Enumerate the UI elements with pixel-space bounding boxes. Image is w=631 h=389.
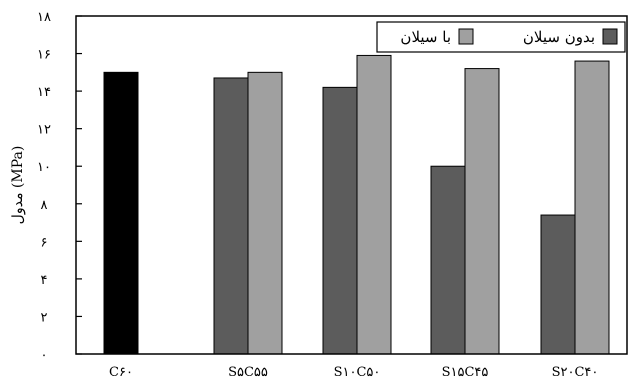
bar-reference-c60 (103, 71, 139, 355)
legend-label-2: با سیلان (400, 28, 451, 46)
y-tick-label: ۱۴ (37, 85, 51, 100)
legend-swatch-1 (602, 28, 618, 45)
x-tick-label: S۱۰C۵۰ (334, 365, 381, 380)
legend: بدون سیلان با سیلان (376, 21, 626, 53)
bar-series-1-cat-5 (540, 214, 576, 355)
bar-series-1-cat-3 (322, 86, 358, 355)
bar-series-1-cat-4 (430, 165, 466, 355)
axes-layer (75, 15, 628, 355)
legend-box (376, 21, 626, 53)
y-tick-label: ۶ (41, 235, 48, 250)
y-axis-title: مدول (MPa) (10, 146, 26, 225)
bar-series-2-cat-5 (574, 60, 610, 355)
y-tick-label: ۱۶ (37, 48, 51, 63)
bar-series-2-cat-2 (247, 71, 283, 355)
legend-swatch-2 (458, 28, 474, 45)
bars-layer (103, 54, 610, 355)
legend-label-1: بدون سیلان (523, 28, 595, 46)
plot-frame (75, 15, 628, 355)
ticks-layer: C۶۰ S۵C۵۵ S۱۰C۵۰ S۱۵C۴۵ S۲۰C۴۰ ۰ ۲ ۴ ۶ ۸ ۱۰ ۱۲ ۱۴ ۱۶ ۱… (37, 10, 598, 380)
x-tick-label: S۵C۵۵ (228, 365, 268, 380)
x-tick-label: S۲۰C۴۰ (552, 365, 599, 380)
y-tick-label: ۱۲ (37, 123, 51, 138)
y-tick-label: ۱۰ (37, 160, 51, 175)
y-tick-label: ۰ (41, 348, 48, 363)
bar-series-2-cat-3 (356, 54, 392, 355)
bar-series-1-cat-2 (213, 77, 249, 355)
y-tick-label: ۴ (41, 273, 48, 288)
x-tick-label: C۶۰ (109, 365, 133, 380)
y-tick-label: ۱۸ (37, 10, 51, 25)
bar-series-2-cat-4 (464, 68, 500, 355)
y-tick-label: ۸ (41, 198, 48, 213)
x-tick-label: S۱۵C۴۵ (442, 365, 489, 380)
y-tick-label: ۲ (41, 310, 48, 325)
